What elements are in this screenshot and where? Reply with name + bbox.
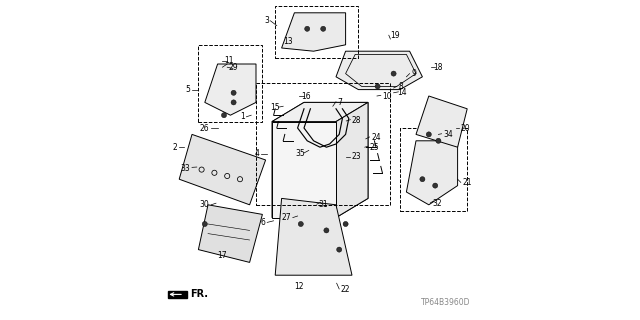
Text: 7: 7 bbox=[338, 98, 342, 107]
Text: 6: 6 bbox=[260, 218, 266, 227]
Text: 32: 32 bbox=[432, 199, 442, 208]
Text: 29: 29 bbox=[229, 63, 239, 72]
Text: 8: 8 bbox=[398, 82, 403, 91]
Circle shape bbox=[202, 221, 207, 227]
Circle shape bbox=[324, 228, 329, 233]
Text: 27: 27 bbox=[282, 213, 291, 222]
Text: 34: 34 bbox=[443, 130, 453, 139]
Polygon shape bbox=[179, 134, 266, 205]
Polygon shape bbox=[205, 64, 256, 115]
Text: 23: 23 bbox=[352, 152, 362, 161]
Text: 14: 14 bbox=[397, 88, 406, 97]
Circle shape bbox=[321, 26, 326, 31]
Text: TP64B3960D: TP64B3960D bbox=[421, 298, 470, 307]
Circle shape bbox=[298, 221, 303, 227]
Polygon shape bbox=[275, 198, 352, 275]
Text: 16: 16 bbox=[301, 92, 310, 100]
Text: 22: 22 bbox=[340, 285, 350, 294]
Text: 26: 26 bbox=[200, 124, 210, 132]
Polygon shape bbox=[168, 291, 187, 298]
Circle shape bbox=[231, 100, 236, 105]
Text: 13: 13 bbox=[283, 37, 292, 46]
Polygon shape bbox=[416, 96, 467, 147]
Text: 19: 19 bbox=[390, 31, 400, 40]
Text: 28: 28 bbox=[352, 116, 362, 124]
Polygon shape bbox=[336, 102, 368, 218]
Circle shape bbox=[375, 84, 380, 89]
Text: 5: 5 bbox=[186, 85, 191, 94]
Circle shape bbox=[337, 247, 342, 252]
Circle shape bbox=[391, 71, 396, 76]
Polygon shape bbox=[272, 102, 368, 122]
Circle shape bbox=[433, 183, 438, 188]
Text: 31: 31 bbox=[319, 200, 328, 209]
Text: 3: 3 bbox=[264, 16, 269, 25]
Polygon shape bbox=[336, 51, 422, 90]
Text: 9: 9 bbox=[412, 69, 416, 78]
Text: FR.: FR. bbox=[191, 289, 209, 300]
Circle shape bbox=[343, 221, 348, 227]
Polygon shape bbox=[406, 141, 458, 205]
Circle shape bbox=[305, 26, 310, 31]
Polygon shape bbox=[198, 205, 262, 262]
Text: 2: 2 bbox=[173, 143, 178, 152]
Polygon shape bbox=[272, 122, 336, 218]
Text: 20: 20 bbox=[461, 124, 470, 132]
Text: 21: 21 bbox=[462, 178, 472, 187]
Text: 30: 30 bbox=[200, 200, 210, 209]
Text: 17: 17 bbox=[218, 252, 227, 260]
Text: 25: 25 bbox=[370, 143, 380, 152]
Circle shape bbox=[221, 113, 227, 118]
Text: 11: 11 bbox=[224, 56, 234, 65]
Text: 15: 15 bbox=[270, 103, 280, 112]
Circle shape bbox=[426, 132, 431, 137]
Text: 35: 35 bbox=[296, 149, 306, 158]
Text: 10: 10 bbox=[383, 92, 392, 100]
Text: 18: 18 bbox=[434, 63, 443, 72]
Text: 24: 24 bbox=[371, 133, 381, 142]
Polygon shape bbox=[282, 13, 346, 51]
Circle shape bbox=[436, 138, 441, 143]
Text: 1: 1 bbox=[240, 112, 245, 121]
Text: 4: 4 bbox=[254, 149, 259, 158]
Text: 33: 33 bbox=[180, 164, 191, 172]
Circle shape bbox=[420, 177, 425, 182]
Circle shape bbox=[231, 90, 236, 95]
Text: 12: 12 bbox=[294, 282, 304, 291]
